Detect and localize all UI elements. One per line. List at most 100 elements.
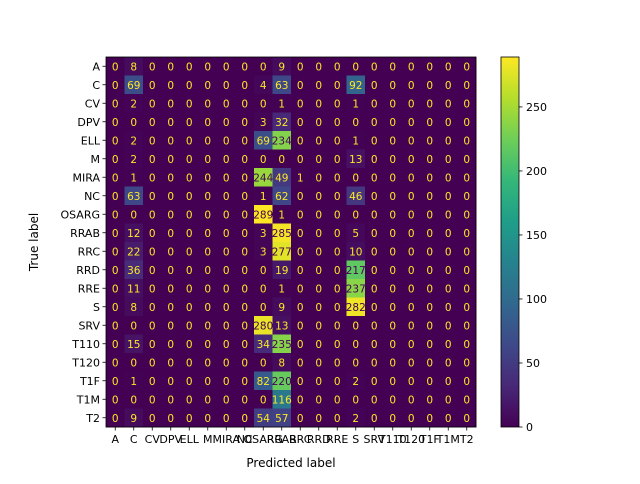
cell-value-label: 1 xyxy=(130,376,137,388)
heatmap-cell xyxy=(217,223,236,243)
cell-value-label: 54 xyxy=(257,413,271,425)
heatmap-cell xyxy=(457,75,477,95)
heatmap-cell xyxy=(198,371,218,391)
cell-value-label: 0 xyxy=(112,357,119,369)
heatmap-cell xyxy=(309,316,329,335)
heatmap-cell xyxy=(180,75,199,95)
heatmap-cell xyxy=(124,186,144,206)
cell-value-label: 0 xyxy=(315,302,322,314)
cell-value-label: 0 xyxy=(241,320,248,332)
cell-value-label: 11 xyxy=(127,283,140,295)
heatmap-cell xyxy=(439,279,458,298)
heatmap-cell xyxy=(235,316,255,335)
cell-value-label: 1 xyxy=(278,283,285,295)
heatmap-cell xyxy=(365,353,384,372)
heatmap-cell xyxy=(180,408,199,428)
heatmap-cell xyxy=(328,223,347,243)
cell-value-label: 289 xyxy=(253,209,273,221)
heatmap-cell xyxy=(198,279,218,298)
cell-value-label: 49 xyxy=(275,172,288,184)
cell-value-label: 0 xyxy=(112,394,119,406)
heatmap-cell xyxy=(457,149,477,169)
cell-value-label: 0 xyxy=(315,154,322,166)
cell-value-label: 0 xyxy=(371,283,378,295)
cell-value-label: 0 xyxy=(297,154,304,166)
cell-value-label: 0 xyxy=(463,154,470,166)
cell-value-label: 0 xyxy=(315,246,322,258)
cell-value-label: 0 xyxy=(167,320,174,332)
cell-value-label: 0 xyxy=(463,339,470,351)
cell-value-label: 0 xyxy=(112,283,119,295)
cell-value-label: 0 xyxy=(408,117,415,129)
cell-value-label: 82 xyxy=(257,376,270,388)
cell-value-label: 0 xyxy=(445,357,452,369)
heatmap-cell xyxy=(254,168,273,187)
x-tick-label: S xyxy=(352,433,359,446)
heatmap-cell xyxy=(457,205,477,224)
cell-value-label: 0 xyxy=(204,135,211,147)
heatmap-cell xyxy=(420,408,440,428)
heatmap-cell xyxy=(439,205,458,224)
cell-value-label: 0 xyxy=(167,228,174,240)
heatmap-cell xyxy=(291,316,310,335)
heatmap-cell xyxy=(457,112,477,132)
cell-value-label: 0 xyxy=(149,191,156,203)
cell-value-label: 0 xyxy=(371,394,378,406)
heatmap-cell xyxy=(328,168,347,187)
x-tick-label: RRE xyxy=(326,433,348,446)
heatmap-cell xyxy=(457,242,477,261)
cell-value-label: 0 xyxy=(389,61,396,73)
cell-value-label: 0 xyxy=(186,246,193,258)
cell-value-label: 0 xyxy=(223,283,230,295)
cell-value-label: 0 xyxy=(186,376,193,388)
heatmap-cell xyxy=(457,371,477,391)
cell-value-label: 9 xyxy=(278,302,285,314)
cell-value-label: 0 xyxy=(186,265,193,277)
heatmap-cell xyxy=(365,57,384,76)
heatmap-cell xyxy=(217,168,236,187)
heatmap-cell xyxy=(272,353,292,372)
heatmap-cell xyxy=(254,371,273,391)
heatmap-cell xyxy=(457,408,477,428)
heatmap-cell xyxy=(217,297,236,317)
heatmap-cell xyxy=(365,279,384,298)
heatmap-cell xyxy=(124,390,144,409)
cell-value-label: 0 xyxy=(463,61,470,73)
cell-value-label: 0 xyxy=(204,117,211,129)
cell-value-label: 0 xyxy=(463,135,470,147)
cell-value-label: 0 xyxy=(167,413,174,425)
heatmap-cell xyxy=(365,260,384,280)
cell-value-label: 0 xyxy=(112,61,119,73)
cell-value-label: 0 xyxy=(204,80,211,92)
cell-value-label: 0 xyxy=(352,61,359,73)
cell-value-label: 0 xyxy=(167,339,174,351)
cell-value-label: 0 xyxy=(167,117,174,129)
heatmap-cell xyxy=(328,94,347,113)
heatmap-cell xyxy=(291,205,310,224)
heatmap-cell xyxy=(328,408,347,428)
cell-value-label: 63 xyxy=(127,191,140,203)
heatmap-cell xyxy=(143,223,162,243)
cell-value-label: 0 xyxy=(371,209,378,221)
cell-value-label: 0 xyxy=(241,135,248,147)
heatmap-cell xyxy=(439,408,458,428)
heatmap-cell xyxy=(383,131,403,150)
cell-value-label: 0 xyxy=(149,117,156,129)
heatmap-cell xyxy=(217,408,236,428)
heatmap-cell xyxy=(198,334,218,354)
cell-value-label: 0 xyxy=(463,376,470,388)
heatmap-cell xyxy=(161,223,181,243)
heatmap-cell xyxy=(439,149,458,169)
heatmap-cell xyxy=(235,242,255,261)
cell-value-label: 0 xyxy=(204,413,211,425)
x-tick-label: ELL xyxy=(180,433,200,446)
heatmap-cell xyxy=(106,186,125,206)
cell-value-label: 0 xyxy=(315,80,322,92)
cell-value-label: 57 xyxy=(275,413,288,425)
heatmap-cell xyxy=(346,334,366,354)
colorbar-tick-label: 0 xyxy=(526,421,533,434)
heatmap-cell xyxy=(217,57,236,76)
heatmap-cell xyxy=(124,371,144,391)
heatmap-cell xyxy=(217,242,236,261)
cell-value-label: 0 xyxy=(260,357,267,369)
